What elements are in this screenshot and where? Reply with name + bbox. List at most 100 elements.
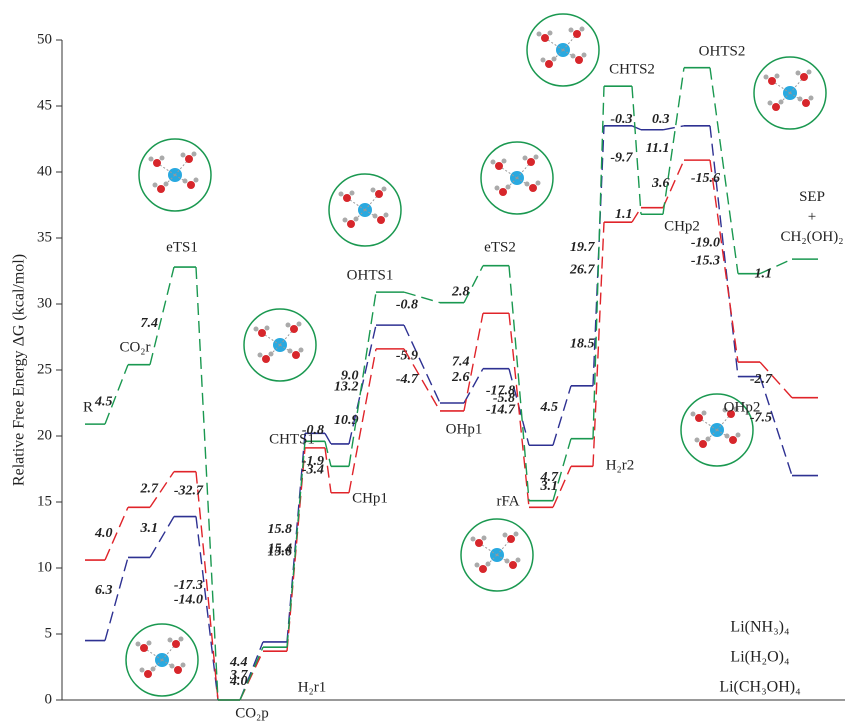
icon-h xyxy=(580,27,585,32)
icon-h xyxy=(382,187,387,192)
icon-h xyxy=(514,532,519,537)
icon-o xyxy=(153,159,161,167)
connector xyxy=(632,208,641,223)
connector xyxy=(710,126,738,377)
state-label-line: CH₂(OH)₂ xyxy=(781,229,844,245)
step-label: -17.3 xyxy=(174,578,203,593)
icon-h xyxy=(194,178,199,183)
state-label: CO₂r xyxy=(119,339,150,355)
y-tick-label: 0 xyxy=(45,691,53,707)
step-label: -0.3 xyxy=(610,112,632,127)
y-tick-label: 45 xyxy=(37,97,52,113)
icon-h xyxy=(269,352,274,357)
icon-h xyxy=(475,563,480,568)
icon-o xyxy=(507,535,515,543)
state-label: rFA xyxy=(496,493,519,509)
icon-h xyxy=(525,182,530,187)
y-tick-label: 30 xyxy=(37,295,52,311)
icon-h xyxy=(254,327,259,332)
icon-h xyxy=(541,58,546,63)
step-label: -1.9 xyxy=(302,454,324,469)
icon-h xyxy=(695,438,700,443)
icon-h xyxy=(140,668,145,673)
icon-h xyxy=(265,326,270,331)
icon-o xyxy=(545,60,553,68)
icon-o xyxy=(343,194,351,202)
icon-o xyxy=(800,73,808,81)
step-label: -17.8 xyxy=(486,383,515,398)
step-label: -2.7 xyxy=(750,372,773,387)
icon-h xyxy=(373,214,378,219)
icon-h xyxy=(796,71,801,76)
icon-h xyxy=(371,188,376,193)
y-tick-label: 20 xyxy=(37,427,52,443)
step-label: 4.5 xyxy=(540,400,559,415)
icon-o xyxy=(573,30,581,38)
icon-o xyxy=(541,34,549,42)
icon-h xyxy=(297,322,302,327)
icon-o xyxy=(575,56,583,64)
icon-h xyxy=(160,156,165,161)
icon-o xyxy=(529,184,537,192)
step-label: 4.7 xyxy=(540,470,560,485)
icon-h xyxy=(706,437,711,442)
step-label: -0.8 xyxy=(396,298,418,313)
icon-h xyxy=(809,96,814,101)
icon-h xyxy=(151,667,156,672)
page: Relative Free Energy ΔG (kcal/mol) 0 5 10 1… xyxy=(0,0,854,723)
icon-h xyxy=(181,153,186,158)
icon-h xyxy=(534,155,539,160)
step-label: 7.4 xyxy=(452,354,470,369)
icon-h xyxy=(288,349,293,354)
icon-h xyxy=(149,157,154,162)
icon-h xyxy=(736,433,741,438)
icon-h xyxy=(502,159,507,164)
y-tick-label: 35 xyxy=(37,229,52,245)
icon-h xyxy=(552,57,557,62)
icon-o xyxy=(292,351,300,359)
step-label: -14.0 xyxy=(174,592,203,607)
icon-h xyxy=(343,218,348,223)
step-label: 3.1 xyxy=(140,521,159,536)
state-label-line: + xyxy=(808,209,816,225)
step-label: 2.6 xyxy=(451,370,470,385)
icon-h xyxy=(181,663,186,668)
connector xyxy=(325,448,331,493)
step-label: 4.5 xyxy=(94,395,113,410)
step-label: 13.2 xyxy=(334,379,359,394)
step-label: 15.6 xyxy=(268,544,293,559)
icon-o xyxy=(772,103,780,111)
y-tick-label: 40 xyxy=(37,163,52,179)
icon-o xyxy=(144,670,152,678)
icon-h xyxy=(136,642,141,647)
icon-o xyxy=(262,355,270,363)
step-label: 0.3 xyxy=(652,112,670,127)
icon-h xyxy=(503,533,508,538)
step-label: 1.1 xyxy=(615,207,633,222)
molecule-icons xyxy=(126,14,826,696)
y-tick-label: 10 xyxy=(37,559,52,575)
step-label: 2.7 xyxy=(140,482,160,497)
icon-h xyxy=(571,54,576,59)
icon-o xyxy=(527,158,535,166)
icon-o xyxy=(290,325,298,333)
y-tick-label: 5 xyxy=(45,625,53,641)
step-label: -4.7 xyxy=(396,372,419,387)
connector xyxy=(632,126,641,130)
icon-h xyxy=(339,192,344,197)
state-label: CHTS2 xyxy=(609,61,655,77)
icon-h xyxy=(537,32,542,37)
y-axis-label: Relative Free Energy ΔG (kcal/mol) xyxy=(11,254,28,486)
icon-h xyxy=(516,558,521,563)
icon-h xyxy=(299,348,304,353)
icon-o xyxy=(258,329,266,337)
icon-h xyxy=(582,53,587,58)
icon-h xyxy=(495,186,500,191)
icon-h xyxy=(506,185,511,190)
state-label: CHp1 xyxy=(352,490,388,506)
icon-o xyxy=(768,77,776,85)
icon-h xyxy=(491,160,496,165)
icon-h xyxy=(775,74,780,79)
state-label-line: SEP xyxy=(799,189,825,205)
icon-h xyxy=(179,637,184,642)
